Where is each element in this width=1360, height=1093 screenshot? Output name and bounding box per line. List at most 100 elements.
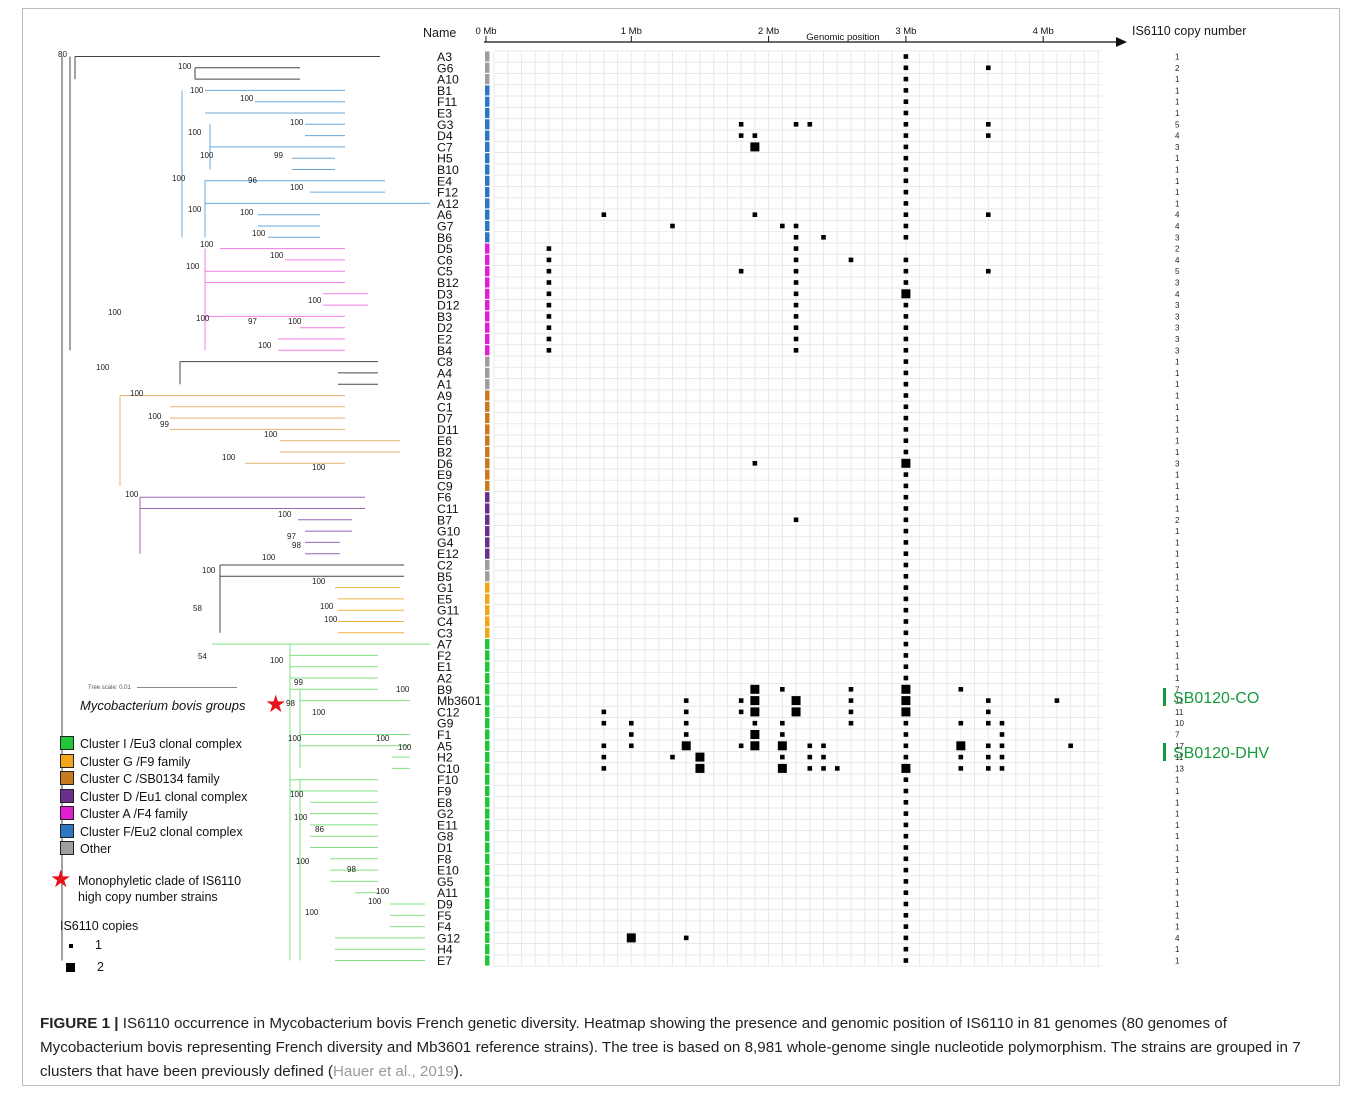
strain-label: E9 [437, 468, 452, 482]
is6110-mark [903, 404, 909, 410]
strain-label: F2 [437, 649, 452, 663]
is6110-mark [821, 235, 826, 240]
is6110-mark [629, 732, 634, 737]
copy-number-value: 1 [1175, 380, 1180, 389]
is6110-mark [903, 517, 909, 523]
strain-label: B10 [437, 163, 459, 177]
is6110-mark [793, 280, 799, 285]
strain-label: B4 [437, 344, 452, 358]
is6110-mark [903, 201, 909, 206]
is6110-mark [546, 325, 552, 330]
group-color-cell [485, 729, 490, 740]
is6110-mark [985, 709, 991, 715]
copy-number-value: 1 [1175, 900, 1180, 909]
strain-label: F1 [437, 728, 452, 742]
is6110-mark [821, 754, 826, 760]
tree-scale-bar [136, 686, 237, 688]
is6110-mark [750, 696, 760, 706]
strain-label: A4 [437, 366, 452, 380]
is6110-mark [546, 280, 552, 285]
is6110-mark [738, 698, 744, 703]
clade-star-icon: ★ [265, 691, 287, 718]
legend-swatch [60, 841, 74, 855]
copy-number-value: 3 [1175, 143, 1180, 152]
is6110-mark [903, 155, 909, 161]
strain-label: G7 [437, 220, 454, 234]
is6110-mark [903, 427, 909, 432]
copy-number-value: 1 [1175, 798, 1180, 807]
group-color-cell [485, 763, 490, 774]
group-color-cell [485, 51, 490, 62]
group-color-cell [485, 130, 490, 141]
is6110-mark [903, 879, 909, 884]
group-color-cell [485, 853, 490, 864]
copy-number-value: 1 [1175, 787, 1180, 796]
is6110-mark [999, 743, 1005, 749]
is6110-mark [903, 370, 909, 376]
is6110-mark [903, 223, 909, 229]
strain-label: H5 [437, 152, 453, 166]
is6110-mark [848, 720, 854, 726]
copy-number-value: 1 [1175, 437, 1180, 446]
group-color-cell [485, 605, 490, 616]
is6110-mark [546, 302, 552, 308]
copy-number-value: 1 [1175, 414, 1180, 423]
legend-star-line1: Monophyletic clade of IS6110 [78, 874, 242, 888]
is6110-mark [752, 133, 758, 138]
strain-label: D6 [437, 457, 453, 471]
legend-item: Cluster F/Eu2 clonal complex [60, 823, 243, 839]
bootstrap-value: 100 [130, 389, 144, 398]
is6110-mark [903, 924, 909, 929]
is6110-mark [777, 741, 787, 751]
is6110-mark [807, 766, 813, 771]
is6110-mark [738, 122, 744, 127]
strain-label: C10 [437, 762, 460, 776]
copy-number-value: 1 [1175, 109, 1180, 118]
is6110-mark [601, 766, 607, 771]
copy-number-value: 1 [1175, 651, 1180, 660]
strain-label: F9 [437, 785, 452, 799]
is6110-mark [1054, 698, 1060, 703]
is6110-mark [985, 720, 991, 726]
bootstrap-value: 100 [264, 430, 278, 439]
bootstrap-value: 98 [292, 541, 301, 550]
group-color-cell [485, 684, 490, 695]
copy-number-value: 1 [1175, 629, 1180, 638]
legend-copies-2-label: 2 [97, 960, 104, 974]
is6110-mark [903, 800, 909, 805]
bootstrap-value: 100 [222, 453, 236, 462]
legend-item: Cluster G /F9 family [60, 753, 190, 769]
group-color-cell [485, 695, 490, 706]
strain-label: F6 [437, 491, 452, 505]
strain-label: C9 [437, 479, 453, 493]
is6110-mark [985, 133, 991, 138]
copy-number-value: 17 [1175, 742, 1184, 751]
is6110-mark [985, 766, 991, 771]
strain-label: B1 [437, 84, 452, 98]
strain-label: B5 [437, 570, 452, 584]
is6110-mark [821, 766, 826, 771]
is6110-mark [750, 142, 760, 152]
is6110-mark [695, 763, 705, 773]
caption-citation-link[interactable]: Hauer et al., 2019 [332, 1063, 454, 1080]
copy-number-value: 3 [1175, 335, 1180, 344]
is6110-mark [903, 619, 909, 624]
is6110-mark [780, 223, 785, 229]
is6110-mark [683, 698, 689, 703]
copy-number-value: 1 [1175, 403, 1180, 412]
copy-number-value: 5 [1175, 267, 1180, 276]
is6110-mark [546, 257, 552, 263]
is6110-mark [681, 741, 691, 751]
bootstrap-value: 100 [376, 734, 390, 743]
is6110-mark [807, 122, 813, 127]
legend-item: Cluster A /F4 family [60, 806, 188, 821]
legend-title: Mycobacterium bovis groups [80, 698, 246, 713]
strain-label: A2 [437, 672, 452, 686]
legend-label: Cluster I /Eu3 clonal complex [80, 737, 242, 751]
is6110-mark [793, 291, 799, 297]
strain-label: D1 [437, 841, 453, 855]
is6110-mark [903, 122, 909, 127]
legend-item: Cluster I /Eu3 clonal complex [60, 736, 242, 751]
strain-label: F5 [437, 909, 452, 923]
